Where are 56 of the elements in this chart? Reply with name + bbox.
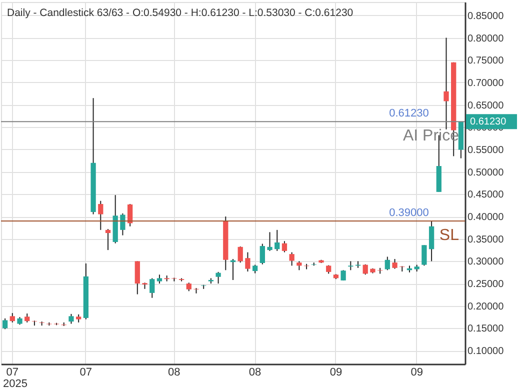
y-tick-label: 0.35000 xyxy=(468,234,504,246)
candlestick xyxy=(289,252,294,266)
y-tick-label: 0.75000 xyxy=(468,56,504,67)
candlestick xyxy=(304,263,310,270)
x-tick-label: 07 xyxy=(80,366,92,378)
x-tick-label: 07 xyxy=(6,366,19,378)
candlestick xyxy=(2,318,8,330)
y-tick-label: 0.55000 xyxy=(468,144,504,156)
candlestick xyxy=(392,258,398,270)
text: 0.61230 xyxy=(470,116,507,128)
ref-line-label: SL xyxy=(439,226,460,244)
candlestick xyxy=(105,228,111,251)
y-tick-label: 0.45000 xyxy=(468,190,504,201)
candlestick xyxy=(194,288,199,294)
candlestick xyxy=(245,252,250,272)
candlestick xyxy=(120,212,126,236)
candlestick xyxy=(384,256,390,271)
candlestick xyxy=(362,264,368,276)
candlestick xyxy=(150,278,155,298)
x-tick-label: 08 xyxy=(168,366,180,378)
candlestick xyxy=(444,37,449,130)
y-tick-label: 0.70000 xyxy=(468,78,504,89)
candlestick xyxy=(274,229,280,252)
candlestick xyxy=(267,232,272,252)
x-tick-label: 09 xyxy=(330,366,342,378)
candlestick xyxy=(238,246,243,264)
candlestick xyxy=(260,243,265,265)
candlestick xyxy=(32,320,38,326)
y-tick-label: 0.80000 xyxy=(468,33,504,44)
text: Daily - Candlestick 63/63 - O:0.54930 - H:0.61230 - L:0.53030 - C:0.61230 xyxy=(7,7,354,19)
y-tick-label: 0.30000 xyxy=(468,256,504,268)
y-tick-label: 0.20000 xyxy=(468,301,504,312)
candlestick xyxy=(134,260,140,295)
annotation: 0.39000 xyxy=(389,206,429,219)
y-tick-label: 0.50000 xyxy=(468,167,504,178)
candlestick xyxy=(422,244,427,266)
y-tick-label: 0.65000 xyxy=(468,100,504,112)
candlestick xyxy=(172,277,177,282)
candlestick xyxy=(127,204,133,227)
y-tick-label: 0.15000 xyxy=(468,324,504,335)
candlestick xyxy=(98,200,104,230)
x-tick-label: 08 xyxy=(248,366,262,378)
y-tick-label: 0.40000 xyxy=(468,212,504,224)
candlestick xyxy=(340,270,346,281)
x-tick-label: 09 xyxy=(410,366,423,378)
text: 2025 xyxy=(3,378,28,390)
candlestick xyxy=(428,220,434,262)
candlestick xyxy=(400,266,405,272)
annotation: 0.61230 xyxy=(389,108,429,120)
candlestick xyxy=(68,313,74,324)
candlestick xyxy=(10,312,15,323)
y-tick-label: 0.25000 xyxy=(468,279,504,290)
candlestick xyxy=(282,240,288,253)
y-tick-label: 0.10000 xyxy=(468,346,504,358)
y-tick-label: 0.85000 xyxy=(468,10,504,22)
candlestick xyxy=(216,271,221,284)
